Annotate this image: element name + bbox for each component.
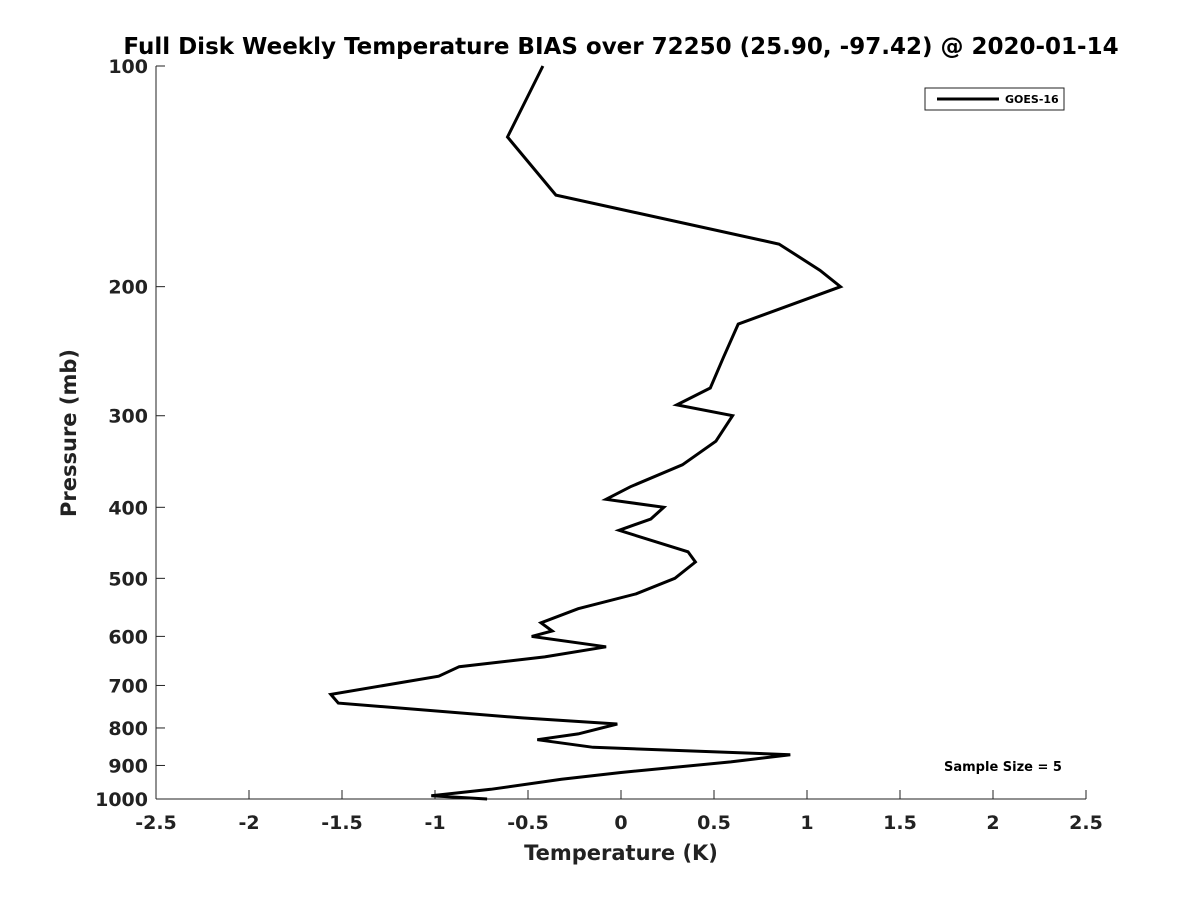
axes [155, 66, 1086, 800]
x-tick-label: 0.5 [697, 812, 731, 834]
y-tick-label: 400 [108, 497, 148, 519]
x-tick-label: -2.5 [135, 812, 177, 834]
legend-label-goes-16: GOES-16 [1005, 93, 1059, 106]
x-tick-label: -0.5 [507, 812, 549, 834]
y-tick-label: 100 [108, 56, 148, 78]
x-tick-label: -1 [424, 812, 445, 834]
sample-size-annotation: Sample Size = 5 [944, 760, 1062, 775]
y-tick-label: 600 [108, 626, 148, 648]
y-tick-label: 1000 [95, 789, 148, 811]
x-tick-label: 1.5 [883, 812, 917, 834]
x-tick-label: -1.5 [321, 812, 363, 834]
y-tick-label: 900 [108, 755, 148, 777]
y-axis-label: Pressure (mb) [57, 349, 81, 517]
legend: GOES-16 [924, 87, 1065, 111]
series-line-goes-16 [327, 65, 844, 801]
chart-title: Full Disk Weekly Temperature BIAS over 7… [123, 34, 1118, 60]
x-tick-label: 2 [986, 812, 999, 834]
x-tick-label: -2 [238, 812, 259, 834]
y-tick-label: 300 [108, 406, 148, 428]
y-tick-label: 800 [108, 718, 148, 740]
x-tick-label: 1 [800, 812, 813, 834]
y-tick-label: 200 [108, 277, 148, 299]
y-tick-label: 500 [108, 568, 148, 590]
x-axis-label: Temperature (K) [524, 841, 718, 865]
x-tick-label: 2.5 [1069, 812, 1103, 834]
series-lines [327, 65, 844, 801]
x-ticks: -2.5 -2 -1.5 -1 -0.5 0 0.5 1 1.5 2 2.5 [135, 790, 1103, 834]
x-tick-label: 0 [614, 812, 627, 834]
y-tick-label: 700 [108, 675, 148, 697]
y-ticks: 100 200 300 400 500 600 700 800 900 1000 [95, 56, 165, 811]
